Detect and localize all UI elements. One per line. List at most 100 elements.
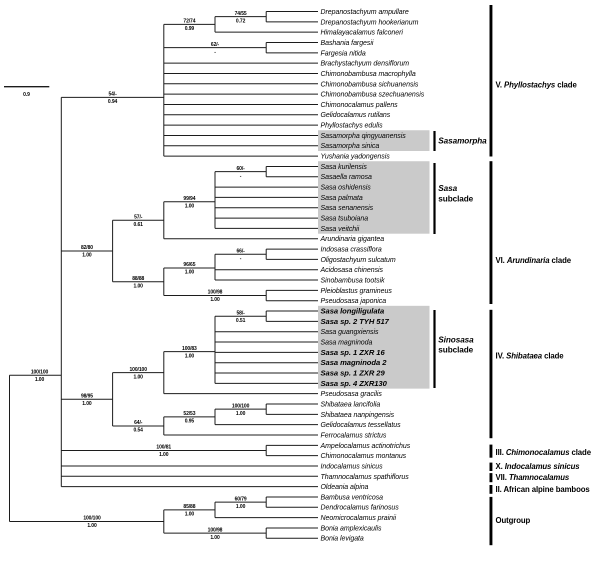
svg-text:VII. Thamnocalamus: VII. Thamnocalamus: [496, 473, 570, 482]
svg-text:Chimonobambusa macrophylla: Chimonobambusa macrophylla: [321, 71, 416, 78]
svg-text:100/100: 100/100: [31, 370, 49, 376]
svg-text:0.9: 0.9: [23, 92, 30, 98]
svg-text:1.00: 1.00: [134, 374, 144, 380]
svg-text:V. Phyllostachys clade: V. Phyllostachys clade: [496, 80, 578, 89]
svg-text:Bambusa ventricosa: Bambusa ventricosa: [321, 494, 384, 501]
svg-text:Sasamorpha sinica: Sasamorpha sinica: [321, 143, 380, 150]
svg-text:60/-: 60/-: [236, 166, 245, 172]
svg-text:III. Chimonocalamus clade: III. Chimonocalamus clade: [496, 448, 592, 457]
svg-text:-: -: [240, 256, 242, 262]
svg-text:1.00: 1.00: [210, 535, 220, 541]
svg-text:58/-: 58/-: [236, 310, 245, 316]
svg-text:Bonia levigata: Bonia levigata: [321, 536, 364, 543]
svg-text:-: -: [240, 173, 242, 179]
svg-text:Chimonocalamus montanus: Chimonocalamus montanus: [321, 453, 407, 460]
svg-text:54/-: 54/-: [108, 92, 117, 98]
svg-text:Sasamorpha qingyuanensis: Sasamorpha qingyuanensis: [321, 133, 407, 140]
svg-text:1.00: 1.00: [134, 283, 144, 289]
svg-text:1.00: 1.00: [236, 504, 246, 510]
svg-text:Bashania fargesii: Bashania fargesii: [321, 40, 374, 47]
svg-text:64/-: 64/-: [134, 420, 143, 426]
svg-text:Chimonobambusa sichuanensis: Chimonobambusa sichuanensis: [321, 81, 419, 88]
svg-text:1.00: 1.00: [35, 377, 45, 383]
svg-text:Chimonocalamus pallens: Chimonocalamus pallens: [321, 102, 399, 109]
svg-text:74/55: 74/55: [235, 11, 247, 17]
svg-text:0.72: 0.72: [236, 18, 246, 24]
svg-text:Pleioblastus gramineus: Pleioblastus gramineus: [321, 288, 393, 295]
svg-text:66/-: 66/-: [236, 248, 245, 254]
svg-text:Pseudosasa japonica: Pseudosasa japonica: [321, 298, 387, 305]
svg-text:Ampelocalamus actinotrichus: Ampelocalamus actinotrichus: [320, 443, 411, 450]
svg-text:0.95: 0.95: [185, 419, 195, 425]
svg-text:Indosasa crassiflora: Indosasa crassiflora: [321, 247, 382, 254]
svg-text:0.51: 0.51: [236, 318, 246, 324]
svg-text:Sasa kurilensis: Sasa kurilensis: [321, 164, 368, 171]
svg-text:Sasamorpha: Sasamorpha: [438, 137, 487, 146]
svg-text:100/100: 100/100: [232, 403, 250, 409]
svg-text:Ferrocalamus strictus: Ferrocalamus strictus: [321, 432, 387, 439]
svg-text:Sasa senanensis: Sasa senanensis: [321, 205, 374, 212]
svg-text:Arundinaria gigantea: Arundinaria gigantea: [320, 236, 385, 243]
svg-text:0.61: 0.61: [134, 222, 144, 228]
svg-text:Sasa tsuboiana: Sasa tsuboiana: [321, 216, 369, 223]
svg-text:Brachystachyum densiflorum: Brachystachyum densiflorum: [321, 61, 410, 68]
svg-text:Himalayacalamus falconeri: Himalayacalamus falconeri: [321, 30, 404, 37]
svg-text:Bonia amplexicaulis: Bonia amplexicaulis: [321, 525, 382, 532]
svg-text:Sasa oshidensis: Sasa oshidensis: [321, 185, 372, 192]
svg-text:Pseudosasa gracilis: Pseudosasa gracilis: [321, 391, 383, 398]
svg-text:Oldeania alpina: Oldeania alpina: [321, 484, 369, 491]
svg-text:Gelidocalamus tessellatus: Gelidocalamus tessellatus: [321, 422, 402, 429]
svg-text:100/98: 100/98: [208, 290, 223, 296]
svg-text:Yushania yadongensis: Yushania yadongensis: [321, 154, 391, 161]
svg-text:Sasaella ramosa: Sasaella ramosa: [321, 174, 373, 181]
svg-text:72/74: 72/74: [183, 19, 195, 25]
svg-text:57/-: 57/-: [134, 214, 143, 220]
svg-text:Shibataea lancifolia: Shibataea lancifolia: [321, 401, 381, 408]
svg-text:99/94: 99/94: [183, 196, 195, 202]
svg-text:1.00: 1.00: [159, 452, 169, 458]
svg-text:Dendrocalamus farinosus: Dendrocalamus farinosus: [321, 505, 400, 512]
svg-text:Outgroup: Outgroup: [496, 516, 531, 525]
svg-text:100/98: 100/98: [208, 527, 223, 533]
svg-text:1.00: 1.00: [82, 253, 92, 259]
svg-text:subclade: subclade: [438, 194, 473, 203]
svg-text:100/100: 100/100: [83, 516, 101, 522]
svg-text:100/83: 100/83: [182, 346, 197, 352]
svg-text:1.00: 1.00: [185, 353, 195, 359]
svg-text:Phyllostachys edulis: Phyllostachys edulis: [321, 123, 384, 130]
svg-text:60/79: 60/79: [235, 496, 247, 502]
svg-text:Sasa palmata: Sasa palmata: [321, 195, 363, 202]
svg-text:Fargesia nitida: Fargesia nitida: [321, 50, 366, 57]
svg-text:Sasa longiligulata: Sasa longiligulata: [321, 306, 385, 315]
svg-text:Acidosasa chinensis: Acidosasa chinensis: [320, 267, 384, 274]
svg-text:Sasa veitchii: Sasa veitchii: [321, 226, 360, 233]
svg-text:98/95: 98/95: [81, 394, 93, 400]
svg-text:Sasa sp. 2 TYH 517: Sasa sp. 2 TYH 517: [321, 317, 390, 326]
svg-text:85/88: 85/88: [183, 504, 195, 510]
svg-text:Oligostachyum sulcatum: Oligostachyum sulcatum: [321, 257, 396, 264]
svg-text:Sasa magninoda 2: Sasa magninoda 2: [321, 358, 388, 367]
svg-text:0.54: 0.54: [134, 428, 144, 434]
svg-text:IV. Shibataea clade: IV. Shibataea clade: [496, 352, 565, 361]
svg-text:1.00: 1.00: [185, 203, 195, 209]
svg-text:Sasa sp. 1 ZXR 16: Sasa sp. 1 ZXR 16: [321, 348, 386, 357]
svg-text:Sinobambusa tootsik: Sinobambusa tootsik: [321, 278, 386, 285]
svg-text:82/80: 82/80: [81, 245, 93, 251]
svg-text:1.00: 1.00: [82, 401, 92, 407]
svg-text:Sasa sp. 1 ZXR 29: Sasa sp. 1 ZXR 29: [321, 368, 386, 377]
svg-text:Chimonobambusa szechuanensis: Chimonobambusa szechuanensis: [321, 92, 425, 99]
svg-text:Sasa magninoda: Sasa magninoda: [321, 339, 373, 346]
svg-text:Drepanostachyum ampullare: Drepanostachyum ampullare: [321, 9, 409, 16]
svg-text:Drepanostachyum hookerianum: Drepanostachyum hookerianum: [321, 19, 419, 26]
svg-text:Indocalamus sinicus: Indocalamus sinicus: [321, 463, 384, 470]
svg-text:96/65: 96/65: [183, 262, 195, 268]
svg-text:88/88: 88/88: [132, 276, 144, 282]
svg-text:1.00: 1.00: [210, 297, 220, 303]
svg-text:-: -: [214, 49, 216, 55]
svg-text:subclade: subclade: [438, 345, 473, 354]
svg-text:Sinosasa: Sinosasa: [438, 335, 474, 344]
svg-text:52/53: 52/53: [183, 411, 195, 417]
svg-text:0.94: 0.94: [108, 99, 118, 105]
svg-text:Thamnocalamus spathiflorus: Thamnocalamus spathiflorus: [321, 474, 410, 481]
svg-text:62/-: 62/-: [211, 42, 220, 48]
